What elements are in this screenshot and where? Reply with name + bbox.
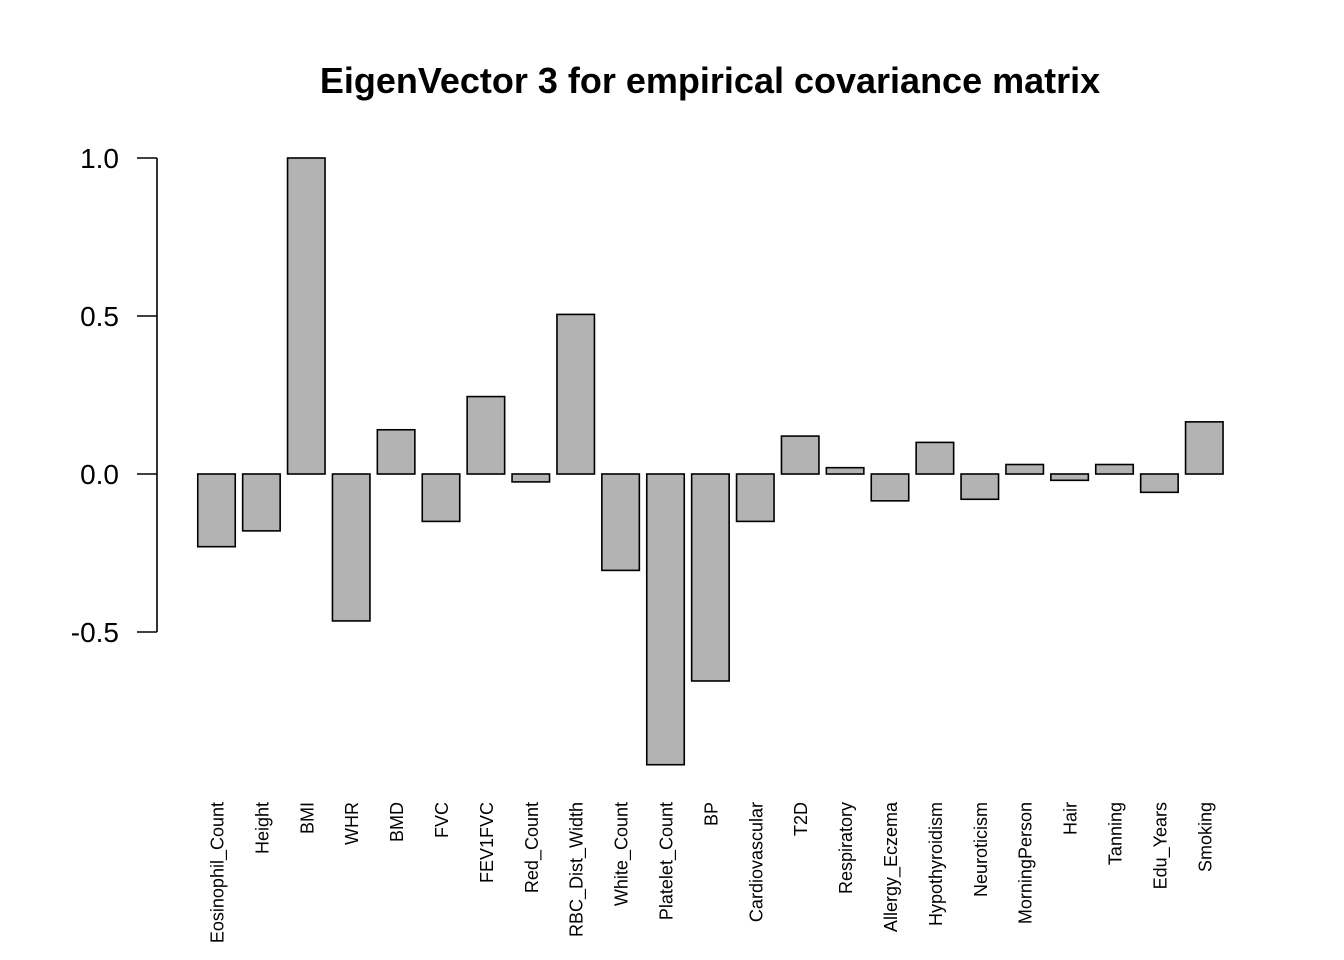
bar-edu_years [1139, 473, 1179, 494]
x-tick-label: Edu_Years [1150, 802, 1171, 889]
x-tick-label: White_Count [612, 802, 633, 906]
bar-tanning [1094, 463, 1135, 475]
bar-eosinophil_count [196, 473, 237, 548]
bar-hair [1050, 473, 1090, 482]
bar-fvc [421, 473, 461, 523]
bar-hypothyroidism [915, 441, 955, 475]
x-tick-label: Platelet_Count [657, 802, 678, 920]
x-tick-label: Respiratory [836, 802, 856, 894]
bar-white_count [601, 473, 641, 572]
bar-bmi [286, 157, 326, 475]
x-tick-label: Height [252, 802, 272, 854]
bars [196, 157, 1224, 766]
x-tick-label: WHR [342, 802, 362, 845]
bar-rbc_dist_width [556, 313, 596, 475]
x-tick-label: RBC_Dist_Width [567, 802, 588, 937]
y-axis: -0.5 0.0 0.5 1.0 [71, 143, 158, 648]
bar-cardiovascular [735, 473, 775, 523]
bar-red_count [511, 473, 551, 483]
chart-title: EigenVector 3 for empirical covariance m… [320, 60, 1100, 101]
x-tick-label: BMI [297, 802, 317, 834]
x-tick-label: MorningPerson [1016, 802, 1036, 924]
bar-respiratory [825, 466, 865, 475]
x-tick-label: BP [701, 802, 721, 826]
bar-t2d [780, 435, 820, 475]
bar-neuroticism [960, 473, 1000, 501]
x-tick-label: Hair [1061, 802, 1081, 835]
bar-morningperson [1005, 463, 1045, 475]
x-tick-label: Neuroticism [971, 802, 991, 897]
y-tick-label: 0.5 [80, 301, 119, 332]
y-tick-label: 1.0 [80, 143, 119, 174]
x-tick-label: FEV1FVC [477, 802, 497, 883]
bar-height [241, 473, 281, 532]
x-tick-label: Red_Count [522, 802, 543, 893]
y-tick-label: -0.5 [71, 617, 119, 648]
x-tick-label: FVC [432, 802, 452, 838]
bar-fev1fvc [466, 395, 506, 475]
bar-allergy_eczema [870, 473, 910, 502]
x-tick-label: Allergy_Eczema [881, 801, 902, 932]
bar-smoking [1184, 421, 1224, 475]
bar-whr [331, 473, 371, 622]
x-tick-label: Cardiovascular [746, 802, 766, 922]
x-tick-label: BMD [387, 802, 407, 842]
y-tick-label: 0.0 [80, 459, 119, 490]
x-tick-label: Eosinophil_Count [208, 802, 229, 943]
x-tick-label: T2D [791, 802, 811, 836]
bar-bmd [376, 428, 416, 475]
x-tick-label: Tanning [1106, 802, 1126, 865]
bar-bp [690, 473, 730, 682]
bar-platelet_count [645, 473, 686, 766]
x-tick-label: Smoking [1195, 802, 1215, 872]
x-tick-label: Hypothyroidism [926, 802, 946, 926]
x-tick-labels: Eosinophil_Count Height BMI WHR BMD FVC FEV1FV… [208, 801, 1216, 943]
